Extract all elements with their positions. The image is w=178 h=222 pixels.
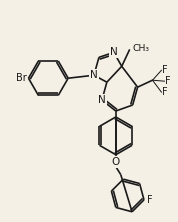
Text: O: O [112, 157, 120, 167]
Text: N: N [98, 95, 106, 105]
Text: CH₃: CH₃ [133, 44, 150, 53]
Text: F: F [162, 87, 168, 97]
Text: Br: Br [16, 73, 27, 83]
Text: N: N [90, 70, 98, 80]
Text: F: F [165, 76, 171, 86]
Text: F: F [147, 195, 153, 205]
Text: F: F [162, 65, 168, 75]
Text: N: N [110, 47, 118, 57]
